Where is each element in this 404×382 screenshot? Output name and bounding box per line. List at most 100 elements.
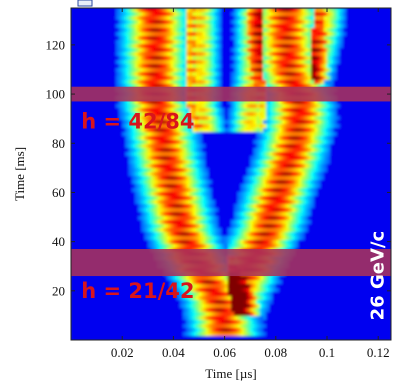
heatmap-cell	[83, 32, 88, 37]
heatmap-cell	[275, 108, 280, 113]
heatmap-cell	[240, 204, 245, 209]
heatmap-cell	[80, 104, 85, 109]
heatmap-cell	[71, 20, 75, 25]
heatmap-cell	[368, 192, 373, 197]
heatmap-cell	[237, 152, 242, 157]
heatmap-cell	[301, 116, 306, 121]
heatmap-cell	[106, 140, 110, 145]
heatmap-cell	[227, 124, 232, 129]
heatmap-cell	[336, 180, 341, 185]
heatmap-cell	[211, 36, 216, 41]
heatmap-cell	[112, 108, 117, 113]
heatmap-cell	[282, 76, 286, 81]
heatmap-cell	[295, 132, 299, 137]
heatmap-cell	[298, 52, 302, 57]
heatmap-cell	[90, 104, 94, 109]
heatmap-cell	[141, 172, 146, 177]
heatmap-cell	[112, 156, 117, 161]
heatmap-cell	[144, 80, 149, 85]
heatmap-cell	[173, 76, 178, 81]
heatmap-cell	[205, 128, 210, 133]
heatmap-cell	[128, 164, 133, 169]
heatmap-cell	[317, 128, 322, 133]
heatmap-cell	[74, 100, 78, 105]
heatmap-cell	[221, 48, 226, 53]
heatmap-cell	[176, 140, 181, 145]
heatmap-cell	[269, 128, 274, 133]
heatmap-cell	[211, 124, 216, 129]
heatmap-cell	[323, 112, 328, 117]
heatmap-cell	[211, 172, 216, 177]
heatmap-cell	[378, 52, 382, 57]
heatmap-cell	[218, 156, 222, 161]
heatmap-cell	[96, 84, 101, 89]
heatmap-cell	[195, 176, 200, 181]
heatmap-cell	[157, 184, 162, 189]
heatmap-cell	[103, 76, 107, 81]
heatmap-cell	[167, 200, 171, 205]
heatmap-cell	[355, 60, 360, 65]
heatmap-cell	[266, 164, 270, 169]
heatmap-cell	[93, 188, 98, 193]
heatmap-cell	[253, 108, 258, 113]
heatmap-cell	[144, 72, 149, 77]
heatmap-cell	[317, 124, 322, 129]
heatmap-cell	[231, 68, 235, 73]
heatmap-cell	[208, 188, 213, 193]
heatmap-cell	[295, 136, 299, 141]
heatmap-cell	[71, 112, 75, 117]
heatmap-cell	[227, 148, 232, 153]
heatmap-cell	[77, 80, 82, 85]
heatmap-cell	[295, 68, 299, 73]
heatmap-cell	[205, 196, 210, 201]
heatmap-cell	[179, 144, 184, 149]
heatmap-cell	[234, 192, 238, 197]
heatmap-cell	[243, 160, 248, 165]
heatmap-cell	[106, 44, 110, 49]
heatmap-cell	[186, 112, 190, 117]
heatmap-cell	[298, 56, 302, 61]
heatmap-cell	[144, 168, 149, 173]
heatmap-cell	[112, 148, 117, 153]
heatmap-cell	[144, 144, 149, 149]
heatmap-cell	[282, 12, 286, 17]
heatmap-cell	[375, 84, 379, 89]
heatmap-cell	[250, 180, 254, 185]
heatmap-cell	[77, 116, 82, 121]
heatmap-cell	[147, 156, 152, 161]
heatmap-cell	[189, 172, 194, 177]
heatmap-cell	[221, 32, 226, 37]
heatmap-cell	[346, 176, 350, 181]
heatmap-cell	[154, 116, 158, 121]
heatmap-cell	[192, 104, 197, 109]
heatmap-cell	[349, 56, 354, 61]
heatmap-cell	[343, 60, 347, 65]
heatmap-cell	[247, 36, 251, 41]
heatmap-cell	[330, 36, 334, 41]
heatmap-cell	[247, 176, 251, 181]
heatmap-cell	[253, 44, 258, 49]
heatmap-cell	[275, 136, 280, 141]
heatmap-cell	[291, 40, 296, 45]
heatmap-cell	[183, 148, 187, 153]
heatmap-cell	[384, 100, 389, 105]
heatmap-cell	[349, 176, 354, 181]
heatmap-cell	[131, 164, 136, 169]
heatmap-cell	[106, 204, 110, 209]
heatmap-cell	[189, 16, 194, 21]
heatmap-cell	[90, 144, 94, 149]
heatmap-cell	[368, 164, 373, 169]
heatmap-cell	[387, 176, 391, 181]
heatmap-cell	[266, 20, 270, 25]
heatmap-cell	[311, 60, 315, 65]
heatmap-cell	[109, 68, 114, 73]
heatmap-cell	[263, 48, 267, 53]
heatmap-cell	[71, 32, 75, 37]
heatmap-cell	[163, 80, 168, 85]
heatmap-cell	[144, 16, 149, 21]
heatmap-cell	[387, 172, 391, 177]
heatmap-cell	[247, 8, 251, 13]
heatmap-cell	[80, 36, 85, 41]
heatmap-cell	[195, 140, 200, 145]
heatmap-cell	[282, 112, 286, 117]
